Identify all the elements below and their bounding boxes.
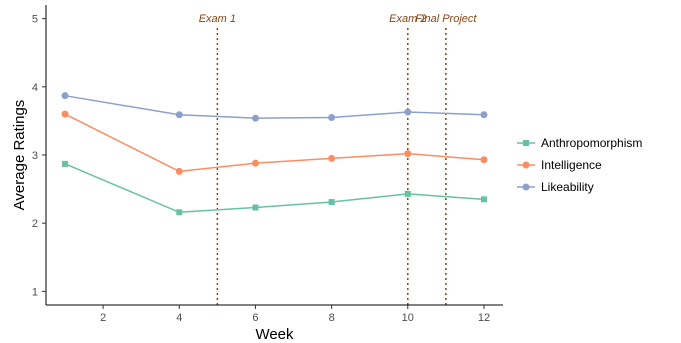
data-point — [61, 110, 69, 118]
x-axis-title: Week — [255, 326, 294, 343]
data-point — [251, 159, 259, 167]
y-axis-title: Average Ratings — [11, 100, 28, 211]
data-point — [480, 156, 488, 164]
y-tick-label: 1 — [32, 286, 38, 298]
x-tick-label: 12 — [478, 312, 490, 324]
data-point — [480, 196, 487, 203]
data-point — [404, 190, 411, 197]
data-point — [251, 114, 259, 122]
y-tick-label: 3 — [32, 150, 38, 162]
legend-swatch-marker — [522, 183, 530, 191]
data-point — [328, 154, 336, 162]
x-tick-label: 10 — [402, 312, 414, 324]
x-tick-label: 6 — [252, 312, 258, 324]
legend: Anthropomorphism Intelligence Likeability — [517, 136, 642, 194]
data-point — [175, 111, 183, 119]
data-point — [404, 108, 412, 116]
series-line — [64, 94, 484, 119]
data-point — [404, 150, 412, 158]
x-axis: 2 4 6 8 10 12 — [100, 305, 490, 324]
legend-label: Intelligence — [541, 158, 602, 172]
series-line — [64, 113, 485, 173]
annotation-label: Exam 1 — [199, 13, 236, 25]
x-tick-label: 8 — [329, 312, 335, 324]
y-tick-label: 4 — [32, 82, 38, 94]
data-point — [480, 111, 488, 119]
data-point — [176, 209, 183, 216]
y-tick-label: 5 — [32, 14, 38, 26]
x-tick-label: 4 — [176, 312, 182, 324]
legend-label: Likeability — [541, 180, 594, 194]
data-point — [328, 114, 336, 121]
data-point — [62, 160, 69, 167]
data-point — [61, 92, 69, 100]
data-point — [175, 167, 183, 175]
data-point — [252, 204, 259, 211]
y-tick-label: 2 — [32, 218, 38, 230]
legend-label: Anthropomorphism — [541, 136, 642, 150]
legend-swatch-marker — [523, 140, 529, 146]
y-axis: 1 2 3 4 5 — [32, 14, 46, 298]
annotation-label: Final Project — [415, 13, 477, 25]
legend-swatch-marker — [522, 161, 530, 169]
data-point — [328, 199, 335, 206]
series-line — [64, 163, 485, 214]
annotation-label: Exam 2 — [389, 13, 426, 25]
x-tick-label: 2 — [100, 312, 106, 324]
